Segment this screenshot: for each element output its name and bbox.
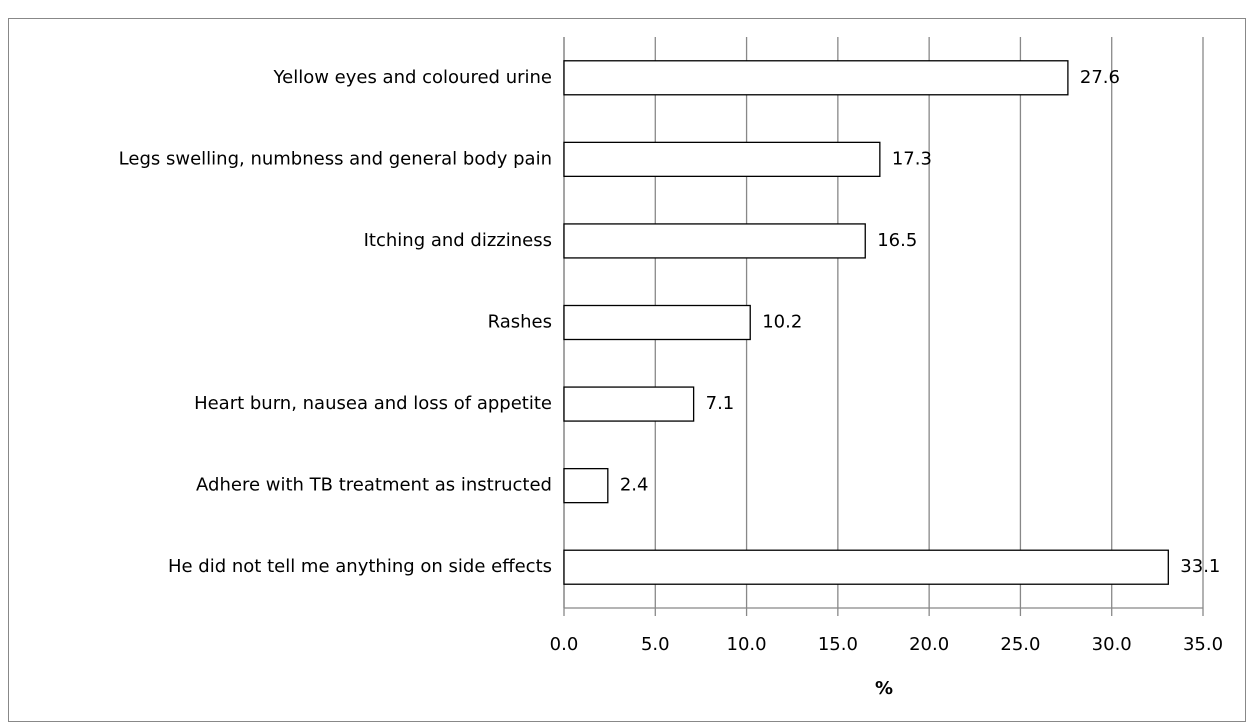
x-tick-label: 20.0 (909, 634, 949, 655)
bar (563, 60, 1069, 96)
bar (563, 223, 866, 259)
y-tick-label: Itching and dizziness (364, 230, 552, 251)
value-label: 33.1 (1180, 556, 1220, 577)
bar (563, 141, 881, 178)
bar (563, 386, 695, 422)
y-tick-label: He did not tell me anything on side effe… (168, 556, 552, 577)
value-label: 17.3 (892, 148, 932, 169)
x-tick-label: 35.0 (1183, 634, 1223, 655)
value-label: 27.6 (1080, 67, 1120, 88)
y-tick-label: Rashes (488, 312, 552, 333)
x-axis-title: % (875, 678, 893, 699)
value-label: 2.4 (620, 475, 649, 496)
y-tick-label: Heart burn, nausea and loss of appetite (194, 393, 552, 414)
y-tick-label: Adhere with TB treatment as instructed (196, 475, 552, 496)
x-tick-label: 30.0 (1092, 634, 1132, 655)
bar (563, 549, 1169, 585)
x-tick-label: 10.0 (727, 634, 767, 655)
y-tick-label: Legs swelling, numbness and general body… (119, 148, 552, 169)
x-tick-label: 0.0 (550, 634, 579, 655)
value-label: 16.5 (877, 230, 917, 251)
x-tick-label: 25.0 (1000, 634, 1040, 655)
chart-frame (8, 18, 1246, 722)
x-tick-label: 15.0 (818, 634, 858, 655)
x-tick-label: 5.0 (641, 634, 670, 655)
value-label: 7.1 (706, 393, 735, 414)
bar (563, 467, 609, 504)
y-tick-label: Yellow eyes and coloured urine (273, 67, 552, 88)
bar (563, 304, 751, 341)
value-label: 10.2 (762, 312, 802, 333)
